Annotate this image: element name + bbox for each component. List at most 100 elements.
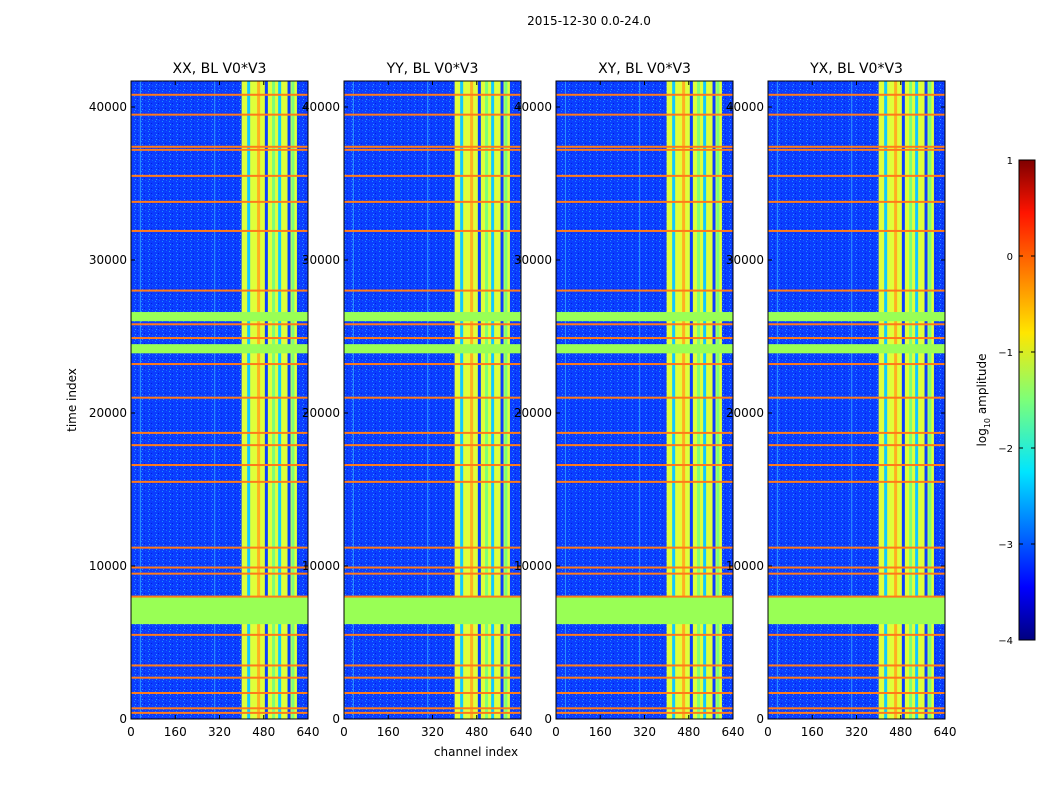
y-tick-label: 0: [756, 712, 764, 726]
flag-line: [344, 289, 521, 292]
flag-line: [344, 431, 521, 434]
y-tick-label: 20000: [302, 406, 340, 420]
flag-line: [131, 148, 308, 151]
colorbar: 1 0 −1 −2 −3 −4 log10 amplitude: [975, 156, 1036, 647]
colorbar-tick-label: 0: [1007, 252, 1013, 263]
flag-line: [344, 464, 521, 467]
flag-line: [768, 464, 945, 467]
flag-line: [768, 93, 945, 96]
flag-line: [344, 229, 521, 232]
y-tick-label: 40000: [726, 100, 764, 114]
band-stripe: [901, 81, 905, 719]
flag-line: [344, 480, 521, 483]
flag-line: [131, 691, 308, 694]
rfi-channel-line: [214, 81, 216, 719]
flag-line: [344, 148, 521, 151]
flag-line: [131, 363, 308, 366]
flag-line: [556, 691, 733, 694]
flagged-time-block: [131, 344, 308, 354]
x-tick-label: 160: [801, 725, 824, 739]
flag-line: [768, 396, 945, 399]
band-stripe: [278, 81, 282, 719]
flag-line: [344, 93, 521, 96]
flag-line: [556, 200, 733, 203]
band-stripe: [712, 81, 716, 719]
colorbar-tick-label: −4: [998, 636, 1013, 647]
colorbar-label-log: log: [975, 428, 989, 446]
flag-line: [556, 444, 733, 447]
flag-line: [556, 711, 733, 714]
flag-line: [131, 566, 308, 569]
flag-line: [131, 323, 308, 326]
flagged-time-block: [556, 312, 733, 322]
band-stripe: [460, 81, 464, 719]
flag-line: [131, 664, 308, 667]
x-tick-label: 160: [164, 725, 187, 739]
y-tick-label: 40000: [89, 100, 127, 114]
x-tick-label: 480: [465, 725, 488, 739]
colorbar-tick-label: −2: [998, 444, 1013, 455]
flag-line: [344, 323, 521, 326]
flag-line: [556, 676, 733, 679]
x-tick-label: 0: [340, 725, 348, 739]
flag-line: [131, 431, 308, 434]
flag-line: [131, 546, 308, 549]
flag-line: [344, 337, 521, 340]
y-tick-label: 30000: [514, 253, 552, 267]
flag-line: [556, 572, 733, 575]
panel-title: XX, BL V0*V3: [173, 61, 267, 77]
x-axis-label: channel index: [434, 745, 518, 759]
flag-line: [768, 200, 945, 203]
flagged-time-block: [556, 344, 733, 354]
flag-line: [344, 363, 521, 366]
flag-line: [768, 337, 945, 340]
colorbar-tick-label: 1: [1007, 156, 1013, 167]
y-tick-label: 10000: [89, 559, 127, 573]
flagged-time-block: [768, 344, 945, 354]
colorbar-ticks: 1 0 −1 −2 −3 −4: [998, 156, 1035, 647]
flag-line: [131, 711, 308, 714]
band-stripe: [500, 81, 504, 719]
flag-line: [768, 444, 945, 447]
band-stripe: [884, 81, 888, 719]
band-stripe: [672, 81, 676, 719]
flag-line: [556, 145, 733, 148]
x-tick-label: 320: [633, 725, 656, 739]
panel-title: YY, BL V0*V3: [386, 61, 479, 77]
flagged-time-block: [131, 596, 308, 625]
colorbar-label: log10 amplitude: [975, 354, 992, 447]
flag-line: [344, 633, 521, 636]
y-tick-label: 0: [332, 712, 340, 726]
colorbar-tick-label: −3: [998, 540, 1013, 551]
y-tick-label: 10000: [514, 559, 552, 573]
flag-line: [556, 174, 733, 177]
flag-line: [768, 595, 945, 598]
x-tick-label: 160: [589, 725, 612, 739]
x-tick-label: 0: [552, 725, 560, 739]
flag-line: [131, 633, 308, 636]
flag-line: [768, 148, 945, 151]
flag-line: [344, 676, 521, 679]
colorbar-tick-label: −1: [998, 348, 1013, 359]
y-axis-label: time index: [65, 368, 79, 432]
x-tick-label: 160: [377, 725, 400, 739]
flag-line: [556, 566, 733, 569]
flag-line: [556, 396, 733, 399]
x-tick-label: 320: [421, 725, 444, 739]
flag-line: [131, 464, 308, 467]
band-stripe: [504, 81, 508, 719]
y-tick-label: 0: [544, 712, 552, 726]
flag-line: [131, 200, 308, 203]
flag-line: [768, 113, 945, 116]
panel-title: YX, BL V0*V3: [809, 61, 903, 77]
panels-group: XX, BL V0*V3 0 160 320 480 640 0 10000 20000 3000…: [89, 61, 957, 739]
x-tick-label: 320: [208, 725, 231, 739]
flag-line: [768, 566, 945, 569]
flag-line: [131, 572, 308, 575]
flag-line: [344, 595, 521, 598]
panel-1: YY, BL V0*V3 0 160 320 480 640 0 10000 20000 3000…: [302, 61, 533, 739]
flag-line: [768, 546, 945, 549]
flag-line: [344, 664, 521, 667]
y-tick-label: 30000: [726, 253, 764, 267]
flag-line: [556, 93, 733, 96]
